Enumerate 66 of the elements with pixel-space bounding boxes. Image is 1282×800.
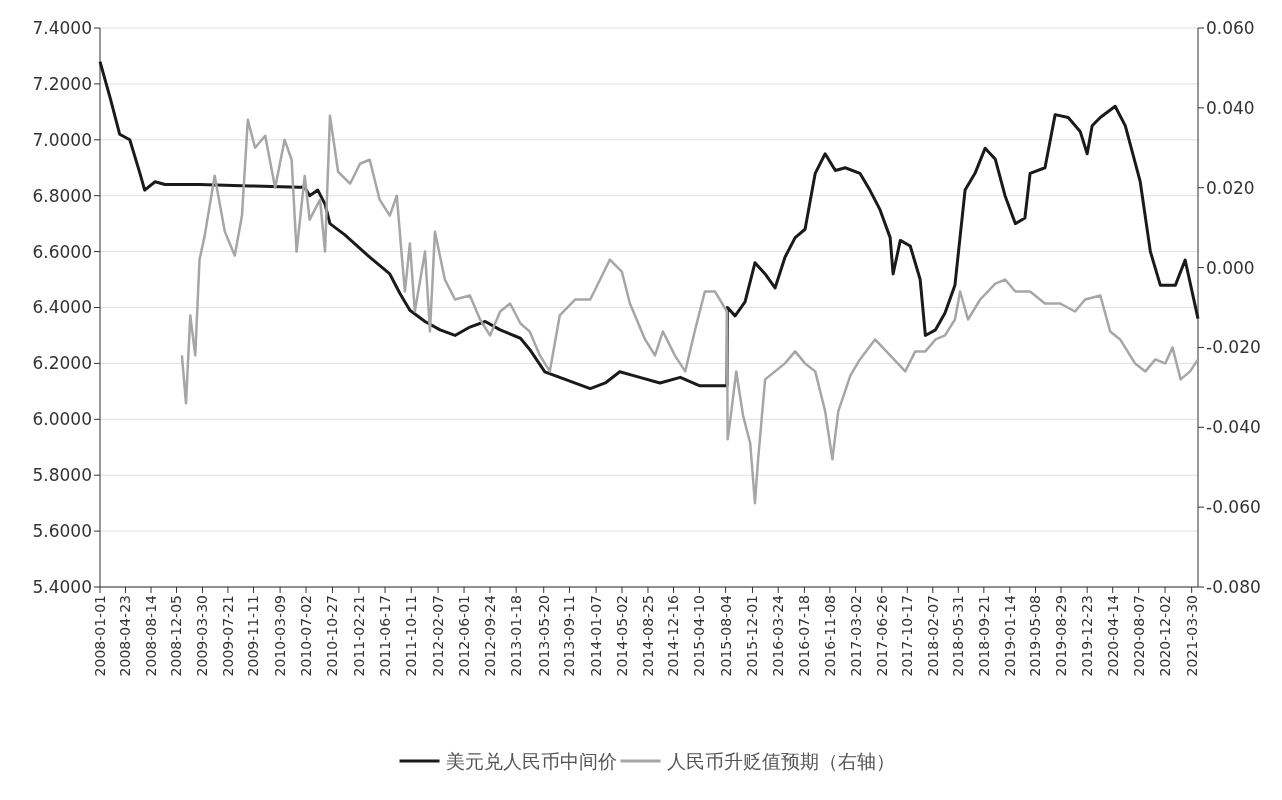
x-tick-label: 2014-12-16 bbox=[665, 594, 682, 677]
legend-label: 美元兑人民币中间价 bbox=[445, 749, 617, 772]
y2-tick-label: 0.060 bbox=[1206, 17, 1255, 38]
x-tick-label: 2015-04-10 bbox=[691, 595, 708, 677]
x-tick-label: 2014-08-25 bbox=[639, 595, 656, 677]
x-tick-label: 2008-01-01 bbox=[91, 595, 108, 677]
x-tick-label: 2020-08-07 bbox=[1130, 595, 1147, 677]
line-series bbox=[180, 114, 1200, 505]
y-tick-label: 6.4000 bbox=[32, 297, 92, 318]
x-tick-label: 2019-01-14 bbox=[1001, 594, 1018, 677]
x-tick-label: 2009-03-30 bbox=[194, 595, 211, 677]
x-tick-label: 2012-06-01 bbox=[455, 595, 472, 677]
x-tick-label: 2016-03-24 bbox=[770, 594, 787, 677]
y-tick-label: 6.2000 bbox=[32, 353, 92, 374]
x-tick-label: 2019-05-08 bbox=[1027, 595, 1044, 677]
x-tick-label: 2017-03-02 bbox=[847, 595, 864, 677]
x-tick-label: 2017-10-17 bbox=[899, 595, 916, 677]
x-tick-label: 2013-09-11 bbox=[561, 595, 578, 677]
x-tick-label: 2008-12-05 bbox=[168, 595, 185, 677]
x-tick-label: 2010-03-09 bbox=[272, 595, 288, 677]
x-tick-label: 2008-04-23 bbox=[117, 595, 134, 677]
y2-tick-label: 0.040 bbox=[1206, 97, 1255, 118]
y2-tick-label: -0.040 bbox=[1206, 417, 1261, 438]
x-tick-label: 2018-05-31 bbox=[950, 595, 967, 677]
x-tick-label: 2017-06-26 bbox=[873, 594, 890, 677]
x-tick-label: 2014-01-07 bbox=[587, 595, 604, 677]
x-tick-label: 2019-08-29 bbox=[1052, 595, 1069, 677]
x-tick-label: 2012-02-07 bbox=[429, 595, 446, 677]
x-tick-label: 2020-12-02 bbox=[1156, 595, 1173, 677]
x-tick-label: 2016-11-08 bbox=[821, 595, 838, 677]
y-tick-label: 6.8000 bbox=[32, 185, 92, 206]
legend-label: 人民币升贬值预期（右轴） bbox=[666, 749, 895, 772]
x-tick-label: 2015-08-04 bbox=[717, 594, 734, 677]
y-tick-label: 7.4000 bbox=[32, 17, 92, 38]
x-tick-label: 2009-11-11 bbox=[245, 595, 262, 677]
x-tick-label: 2019-12-23 bbox=[1079, 595, 1096, 677]
x-tick-label: 2011-02-21 bbox=[350, 595, 367, 677]
line-series bbox=[98, 60, 1200, 391]
y-tick-label: 7.0000 bbox=[32, 129, 92, 150]
x-tick-label: 2016-07-18 bbox=[796, 595, 813, 677]
x-tick-label: 2010-07-02 bbox=[297, 595, 314, 677]
x-tick-label: 2012-09-24 bbox=[481, 594, 498, 677]
y2-tick-label: -0.080 bbox=[1206, 576, 1261, 597]
x-tick-label: 2021-03-30 bbox=[1183, 595, 1200, 677]
y2-tick-label: 0.020 bbox=[1206, 177, 1255, 198]
x-tick-label: 2013-01-18 bbox=[508, 595, 525, 677]
y2-tick-label: -0.020 bbox=[1206, 337, 1261, 358]
x-tick-label: 2020-04-14 bbox=[1104, 594, 1121, 677]
y-tick-label: 5.4000 bbox=[32, 576, 92, 597]
x-tick-label: 2018-02-07 bbox=[924, 595, 941, 677]
y-tick-label: 5.8000 bbox=[32, 465, 92, 486]
x-tick-label: 2018-09-21 bbox=[975, 595, 992, 677]
x-tick-label: 2008-08-14 bbox=[142, 594, 159, 677]
x-tick-label: 2011-06-17 bbox=[376, 595, 393, 677]
y-tick-label: 7.2000 bbox=[32, 73, 92, 94]
x-tick-label: 2011-10-11 bbox=[403, 595, 420, 677]
x-tick-label: 2010-10-27 bbox=[324, 595, 341, 677]
x-tick-label: 2015-12-01 bbox=[744, 595, 761, 677]
y-tick-label: 5.6000 bbox=[32, 521, 92, 542]
x-tick-label: 2014-05-02 bbox=[613, 595, 630, 677]
y2-tick-label: -0.060 bbox=[1206, 497, 1261, 518]
y2-tick-label: 0.000 bbox=[1206, 257, 1255, 278]
y-tick-label: 6.0000 bbox=[32, 409, 92, 430]
x-tick-label: 2009-07-21 bbox=[219, 595, 236, 677]
x-tick-label: 2013-05-20 bbox=[535, 595, 552, 677]
y-tick-label: 6.6000 bbox=[32, 241, 92, 262]
